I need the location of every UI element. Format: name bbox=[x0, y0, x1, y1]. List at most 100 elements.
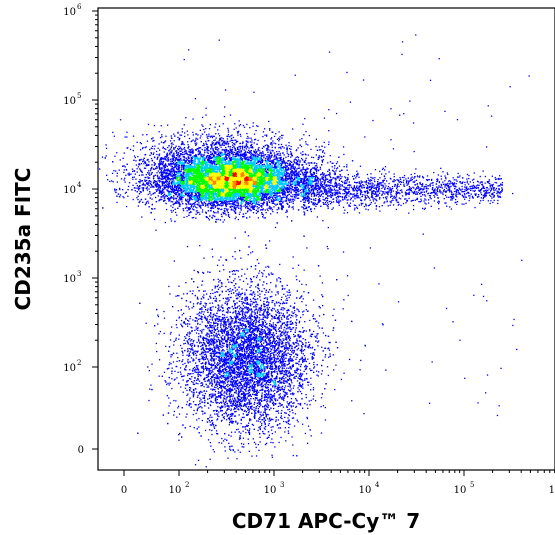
event-dot bbox=[240, 193, 242, 195]
event-dot bbox=[283, 160, 285, 162]
event-dot bbox=[179, 193, 181, 195]
event-dot bbox=[147, 172, 149, 174]
event-dot bbox=[292, 181, 294, 183]
event-dot bbox=[275, 188, 277, 190]
event-dot bbox=[268, 155, 271, 157]
event-dot bbox=[321, 176, 323, 178]
event-dot bbox=[257, 150, 259, 152]
event-dot bbox=[238, 149, 240, 151]
event-dot bbox=[292, 164, 294, 166]
event-dot bbox=[225, 197, 227, 199]
event-dot bbox=[215, 194, 218, 196]
event-dot bbox=[307, 154, 309, 156]
event-dot bbox=[269, 152, 272, 155]
event-dot bbox=[239, 160, 242, 162]
event-dot bbox=[328, 181, 330, 183]
event-dot bbox=[259, 195, 262, 197]
event-dot bbox=[198, 205, 201, 207]
event-dot bbox=[198, 192, 200, 195]
event-dot bbox=[116, 201, 118, 204]
event-dot bbox=[282, 178, 284, 180]
event-dot bbox=[172, 189, 174, 191]
event-dot bbox=[288, 205, 290, 207]
event-dot bbox=[250, 183, 252, 185]
event-dot bbox=[262, 152, 264, 154]
event-dot bbox=[150, 157, 153, 160]
event-dot bbox=[323, 187, 325, 189]
event-dot bbox=[216, 197, 219, 199]
event-dot bbox=[173, 173, 176, 175]
event-dot bbox=[320, 189, 322, 192]
event-dot bbox=[282, 179, 284, 182]
event-dot bbox=[200, 165, 202, 167]
event-dot bbox=[294, 191, 297, 193]
event-dot bbox=[272, 211, 274, 213]
event-dot bbox=[167, 169, 169, 171]
event-dot bbox=[145, 176, 147, 179]
event-dot bbox=[257, 184, 259, 186]
event-dot bbox=[328, 143, 330, 146]
event-dot bbox=[287, 194, 289, 196]
event-dot bbox=[183, 162, 185, 164]
event-dot bbox=[239, 195, 241, 197]
event-dot bbox=[233, 166, 235, 168]
event-dot bbox=[272, 174, 274, 177]
event-dot bbox=[210, 166, 213, 168]
event-dot bbox=[221, 167, 223, 169]
event-dot bbox=[170, 181, 173, 184]
event-dot bbox=[193, 163, 195, 165]
event-dot bbox=[228, 151, 230, 153]
event-dot bbox=[186, 204, 188, 206]
event-dot bbox=[212, 204, 214, 206]
event-dot bbox=[281, 205, 283, 207]
event-dot bbox=[182, 175, 185, 178]
event-dot bbox=[164, 177, 166, 179]
event-dot bbox=[225, 161, 227, 163]
event-dot bbox=[252, 156, 254, 158]
event-dot bbox=[245, 203, 247, 205]
event-dot bbox=[209, 159, 211, 161]
event-dot bbox=[133, 155, 136, 157]
event-dot bbox=[265, 176, 267, 178]
event-dot bbox=[229, 199, 232, 201]
event-dot bbox=[254, 171, 256, 173]
event-dot bbox=[208, 196, 210, 198]
event-dot bbox=[287, 184, 289, 186]
event-dot bbox=[285, 200, 288, 202]
event-dot bbox=[263, 184, 265, 186]
event-dot bbox=[249, 203, 251, 205]
event-dot bbox=[175, 187, 178, 189]
event-dot bbox=[193, 205, 195, 207]
event-dot bbox=[139, 169, 142, 171]
event-dot bbox=[240, 195, 242, 197]
event-dot bbox=[189, 197, 191, 199]
event-dot bbox=[179, 186, 181, 188]
event-dot bbox=[236, 204, 238, 206]
event-dot bbox=[296, 197, 298, 199]
event-dot bbox=[267, 156, 269, 158]
event-dot bbox=[243, 160, 246, 162]
event-dot bbox=[184, 151, 186, 153]
event-dot bbox=[166, 168, 168, 170]
event-dot bbox=[263, 183, 266, 185]
event-dot bbox=[298, 177, 300, 179]
event-dot bbox=[166, 194, 168, 197]
event-dot bbox=[263, 217, 265, 219]
event-dot bbox=[233, 128, 235, 130]
event-dot bbox=[223, 202, 225, 204]
event-dot bbox=[234, 193, 236, 195]
event-dot bbox=[201, 186, 203, 188]
event-dot bbox=[194, 199, 196, 201]
event-dot bbox=[236, 195, 238, 197]
event-dot bbox=[211, 178, 213, 180]
event-dot bbox=[195, 213, 197, 215]
event-dot bbox=[258, 201, 260, 203]
event-dot bbox=[268, 191, 270, 193]
event-dot bbox=[301, 178, 303, 180]
event-dot bbox=[252, 208, 254, 210]
event-dot bbox=[231, 148, 233, 151]
event-dot bbox=[230, 159, 232, 161]
event-dot bbox=[234, 191, 236, 193]
event-dot bbox=[177, 179, 179, 181]
event-dot bbox=[252, 147, 254, 149]
